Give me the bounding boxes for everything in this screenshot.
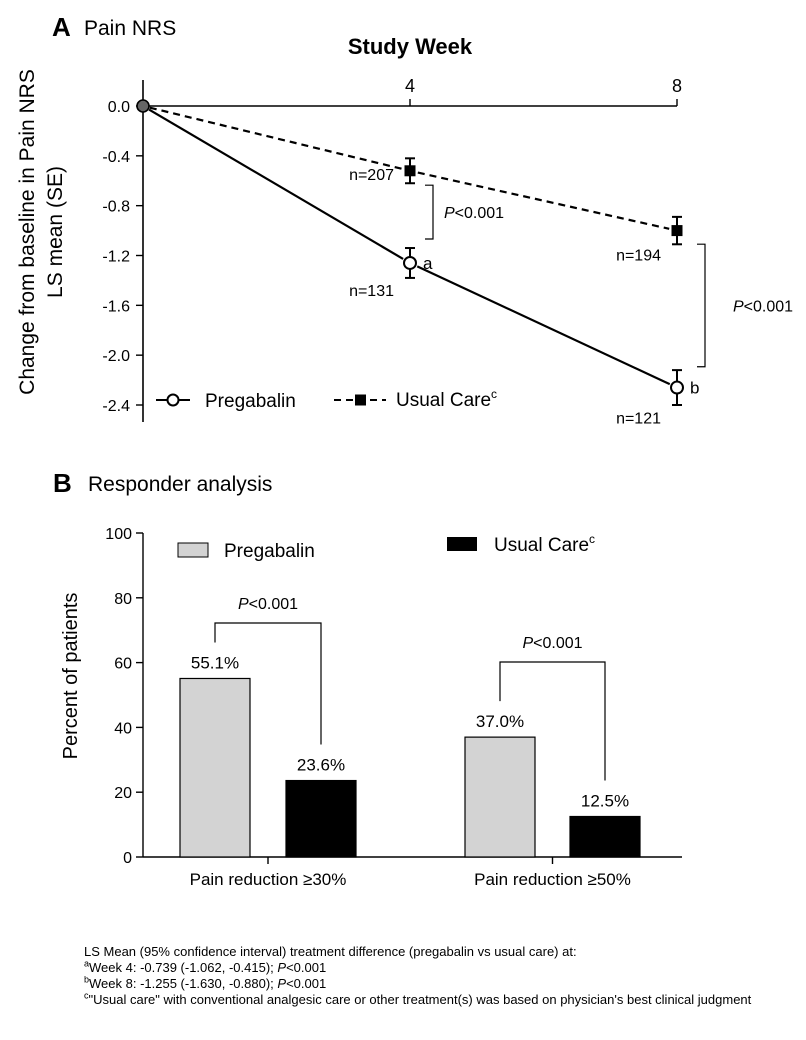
series-line-segment-usual-care <box>149 106 403 170</box>
legend-label-usual-care: Usual Carec <box>494 532 595 556</box>
y-tick-label: 20 <box>114 785 132 802</box>
series-line-segment-pregabalin <box>416 265 671 386</box>
bar-value-label: 55.1% <box>191 653 239 672</box>
p-value-annotation-italic: P <box>522 635 533 652</box>
panel-a-title: Pain NRS <box>84 17 176 40</box>
category-label: Pain reduction ≥30% <box>190 870 347 889</box>
y-tick-label: 100 <box>105 526 132 543</box>
y-tick-label: -0.8 <box>102 199 130 216</box>
panel-b-letter: B <box>53 468 72 498</box>
footnote-b: bWeek 8: -1.255 (-1.630, -0.880); P<0.00… <box>84 974 799 992</box>
y-tick-label: -0.4 <box>102 149 130 166</box>
figure: A Pain NRS Study Week Change from baseli… <box>16 12 793 889</box>
y-tick-label: 80 <box>114 591 132 608</box>
significance-bracket <box>214 622 322 745</box>
y-tick-label: 0 <box>123 850 132 867</box>
legend-label-usual-care-sup: c <box>491 387 497 401</box>
legend-label-usual-care-text: Usual Care <box>396 390 491 411</box>
footnote-c: c"Usual care" with conventional analgesi… <box>84 990 799 1008</box>
legend-label-pregabalin: Pregabalin <box>224 541 315 562</box>
footnote-a: aWeek 4: -0.739 (-1.062, -0.415); P<0.00… <box>84 958 799 976</box>
panel-b-title: Responder analysis <box>88 473 272 496</box>
bar-value-label: 23.6% <box>297 756 345 775</box>
bar-chart: Percent of patients 0 20 40 60 80 100 55.1% 23… <box>60 526 682 889</box>
footnote-b-mark: b <box>84 974 90 985</box>
y-tick-label: -2.0 <box>102 348 130 365</box>
legend-label-usual-care-sup: c <box>589 532 595 546</box>
n-label: n=207 <box>349 167 394 184</box>
n-label: n=194 <box>616 248 661 265</box>
data-point-pregabalin <box>670 380 684 395</box>
footnote-b-text: Week 8: -1.255 (-1.630, -0.880); <box>89 976 278 991</box>
x-tick-label: 8 <box>672 76 682 96</box>
footnote-c-mark: c <box>84 990 89 1001</box>
significance-bracket <box>499 661 606 781</box>
p-value-annotation-italic: P <box>733 298 744 315</box>
p-value-annotation-italic: P <box>238 596 249 613</box>
baseline-point <box>136 99 150 113</box>
bar-pregabalin <box>464 736 536 858</box>
bar-value-label: 37.0% <box>476 712 524 731</box>
n-label: n=121 <box>616 411 661 428</box>
legend-marker-pregabalin <box>166 393 180 407</box>
footnotes: LS Mean (95% confidence interval) treatm… <box>84 944 799 1008</box>
significance-bracket <box>697 243 706 368</box>
point-note: b <box>690 379 699 398</box>
footnote-c-text: "Usual care" with conventional analgesic… <box>88 992 752 1007</box>
footnote-a-mark: a <box>84 958 90 969</box>
x-axis-label: Study Week <box>348 34 473 59</box>
x-tick-label: 4 <box>405 76 415 96</box>
series-line-segment-usual-care <box>417 171 670 230</box>
p-value-annotation-text: <0.001 <box>455 205 504 222</box>
bar-value-label: 12.5% <box>581 792 629 811</box>
y-tick-label: 40 <box>114 720 132 737</box>
y-tick-label: -2.4 <box>102 398 130 415</box>
panel-a-letter: A <box>52 12 71 42</box>
footnote-b-p-rest: <0.001 <box>286 976 327 991</box>
bar-usual-care <box>569 815 641 858</box>
y-tick-label: 0.0 <box>108 99 130 116</box>
bar-pregabalin <box>179 677 251 858</box>
footnote-b-p: P <box>277 976 287 991</box>
legend-label-pregabalin: Pregabalin <box>205 391 296 412</box>
y-axis-label-line2: LS mean (SE) <box>44 166 67 298</box>
legend-marker-usual-care <box>355 394 366 406</box>
y-tick-label: 60 <box>114 656 132 673</box>
p-value-annotation: P<0.001 <box>238 596 298 613</box>
p-value-annotation: P<0.001 <box>444 205 504 222</box>
point-note: a <box>423 254 433 273</box>
p-value-annotation-text: <0.001 <box>533 635 582 652</box>
legend-label-usual-care-text: Usual Care <box>494 535 589 556</box>
significance-bracket <box>425 184 434 240</box>
p-value-annotation-text: <0.001 <box>744 298 793 315</box>
line-chart: Study Week Change from baseline in Pain … <box>16 34 793 428</box>
y-tick-label: -1.2 <box>102 249 130 266</box>
legend-swatch-pregabalin <box>177 542 209 558</box>
p-value-annotation-italic: P <box>444 205 455 222</box>
p-value-annotation-text: <0.001 <box>249 596 298 613</box>
p-value-annotation: P<0.001 <box>522 635 582 652</box>
p-value-annotation: P<0.001 <box>733 298 793 315</box>
footnote-a-text: Week 4: -0.739 (-1.062, -0.415); <box>89 960 278 975</box>
footnote-a-p: P <box>277 960 287 975</box>
category-label: Pain reduction ≥50% <box>474 870 631 889</box>
y-tick-label: -1.6 <box>102 298 130 315</box>
y-axis-label: Percent of patients <box>60 593 82 760</box>
data-point-usual-care <box>671 225 683 237</box>
series-line-segment-pregabalin <box>148 108 404 260</box>
data-point-pregabalin <box>403 255 417 270</box>
n-label: n=131 <box>349 283 394 300</box>
legend-label-usual-care: Usual Carec <box>396 387 497 411</box>
legend-swatch-usual-care <box>447 537 477 551</box>
footnote-intro: LS Mean (95% confidence interval) treatm… <box>84 944 577 959</box>
data-point-usual-care <box>404 165 416 177</box>
footnote-a-p-rest: <0.001 <box>286 960 327 975</box>
y-axis-label-line1: Change from baseline in Pain NRS <box>16 69 39 395</box>
bar-usual-care <box>285 779 357 858</box>
